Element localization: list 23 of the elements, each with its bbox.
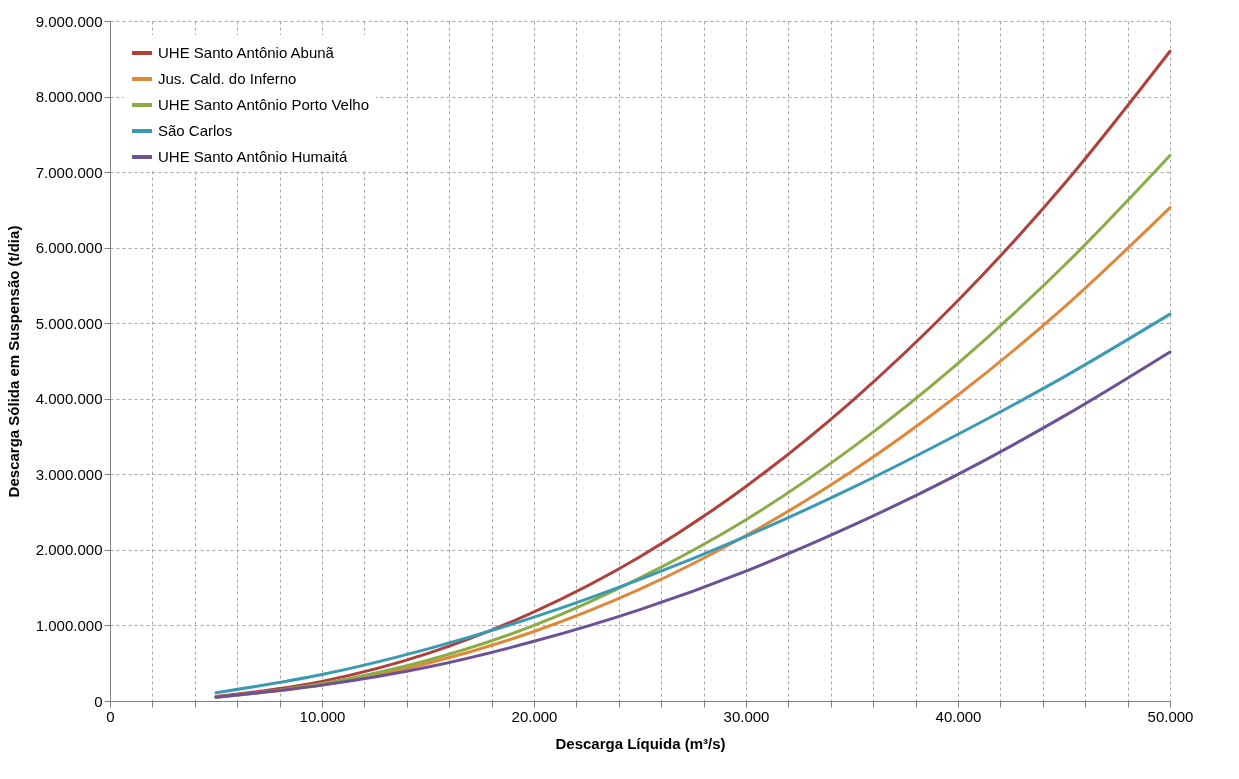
- y-tick-label: 9.000.000: [35, 12, 103, 30]
- legend-label: Jus. Cald. do Inferno: [158, 70, 297, 87]
- y-tick-label: 6.000.000: [35, 239, 103, 257]
- y-tick-label: 2.000.000: [35, 541, 103, 559]
- legend-label: São Carlos: [158, 122, 233, 139]
- y-tick-label: 0: [94, 692, 103, 710]
- legend-label: UHE Santo Antônio Porto Velho: [158, 96, 369, 113]
- x-tick-label: 10.000: [299, 707, 346, 725]
- x-tick-label: 30.000: [723, 707, 770, 725]
- x-axis-title: Descarga Líquida (m³/s): [555, 734, 726, 752]
- legend-label: UHE Santo Antônio Abunã: [158, 44, 335, 61]
- y-tick-label: 5.000.000: [35, 314, 103, 332]
- x-tick-label: 40.000: [935, 707, 982, 725]
- y-tick-label: 8.000.000: [35, 88, 103, 106]
- x-tick-label: 20.000: [511, 707, 558, 725]
- y-tick-label: 7.000.000: [35, 163, 103, 181]
- x-tick-label: 50.000: [1147, 707, 1194, 725]
- legend-label: UHE Santo Antônio Humaitá: [158, 148, 348, 165]
- y-axis-title: Descarga Sólida em Suspensão (t/dia): [4, 225, 22, 498]
- x-tick-label: 0: [106, 707, 115, 725]
- y-tick-label: 3.000.000: [35, 465, 103, 483]
- y-tick-label: 4.000.000: [35, 390, 103, 408]
- y-tick-label: 1.000.000: [35, 616, 103, 634]
